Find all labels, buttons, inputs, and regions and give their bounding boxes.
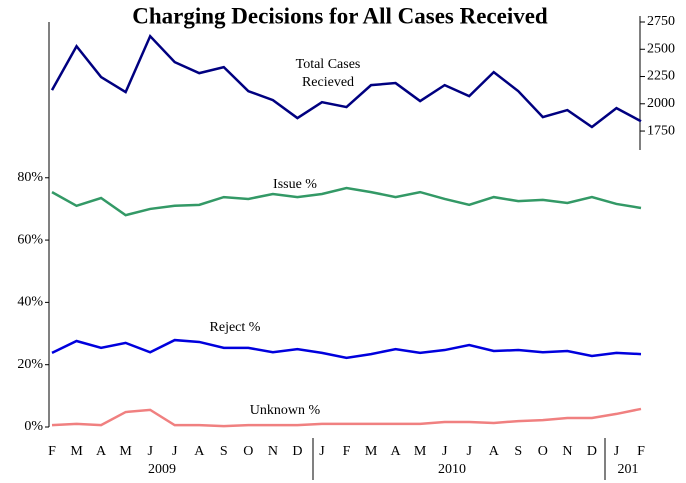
- x-tick-label: A: [391, 444, 402, 459]
- y2-tick-label: 2250: [647, 69, 675, 84]
- series-label: Issue %: [273, 177, 317, 192]
- x-tick-label: O: [243, 444, 253, 459]
- year-label: 201: [618, 462, 639, 477]
- y-tick-label: 60%: [17, 232, 43, 247]
- series-label: Total Cases Recieved: [295, 57, 361, 90]
- x-tick-label: F: [343, 444, 351, 459]
- y2-tick-label: 2000: [647, 96, 675, 111]
- x-tick-label: A: [489, 444, 500, 459]
- x-tick-label: F: [637, 444, 645, 459]
- series-line: [51, 338, 642, 360]
- y-tick-label: 80%: [17, 170, 43, 185]
- x-tick-label: J: [442, 444, 448, 459]
- x-tick-label: J: [172, 444, 178, 459]
- y2-tick-label: 1750: [647, 123, 675, 138]
- x-tick-label: J: [319, 444, 325, 459]
- x-tick-label: J: [614, 444, 620, 459]
- series-line: [50, 33, 642, 129]
- x-tick-label: A: [194, 444, 205, 459]
- x-tick-label: N: [562, 444, 572, 459]
- x-tick-label: A: [96, 444, 107, 459]
- x-tick-label: D: [587, 444, 597, 459]
- x-tick-label: J: [147, 444, 153, 459]
- x-tick-label: O: [538, 444, 548, 459]
- chart-title: Charging Decisions for All Cases Receive…: [132, 3, 548, 28]
- x-tick-label: M: [119, 444, 132, 459]
- series-line: [51, 186, 642, 217]
- x-tick-label: M: [70, 444, 83, 459]
- x-tick-label: J: [466, 444, 472, 459]
- y-tick-label: 20%: [17, 357, 43, 372]
- x-tick-label: S: [220, 444, 228, 459]
- x-tick-label: S: [514, 444, 522, 459]
- year-label: 2010: [438, 462, 466, 477]
- y-tick-label: 40%: [17, 295, 43, 310]
- x-tick-label: F: [48, 444, 56, 459]
- series-label: Unknown %: [249, 403, 321, 418]
- series-label: Reject %: [209, 320, 261, 335]
- y2-tick-label: 2750: [647, 14, 675, 29]
- x-tick-label: M: [365, 444, 378, 459]
- y-tick-label: 0%: [24, 419, 43, 434]
- x-tick-label: D: [292, 444, 302, 459]
- x-tick-label: N: [268, 444, 278, 459]
- x-tick-label: M: [414, 444, 427, 459]
- y2-tick-label: 2500: [647, 41, 675, 56]
- year-label: 2009: [148, 462, 176, 477]
- series-line: [51, 407, 642, 428]
